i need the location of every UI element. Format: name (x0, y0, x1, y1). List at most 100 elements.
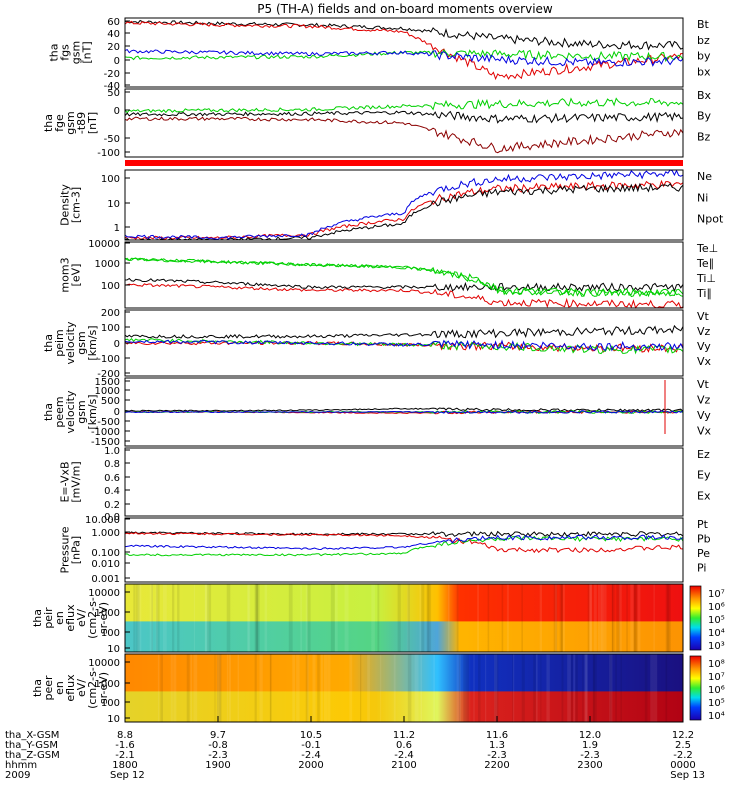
x-tick-label: -2.1 (115, 750, 135, 761)
spectrogram-streak (254, 654, 257, 722)
spectrogram-streak (420, 654, 422, 722)
spectrogram-streak (172, 584, 175, 652)
spectrogram-streak (609, 654, 613, 722)
spectrogram-streak (478, 654, 481, 722)
y-tick-label: 0.2 (104, 500, 120, 511)
spectrogram-streak (393, 654, 396, 722)
x-tick-label: 2200 (484, 760, 509, 771)
y-tick-label: 0.010 (91, 559, 120, 570)
spectrogram-streak (637, 584, 641, 652)
y-tick-label: 100 (101, 281, 120, 292)
spectrogram-streak (205, 584, 209, 652)
spectrogram-streak (426, 584, 430, 652)
spectrogram-streak (626, 584, 628, 652)
spectrogram-streak (133, 584, 136, 652)
legend-entry: Ni (697, 191, 708, 204)
series-line-vt (124, 407, 684, 413)
legend-entry: Bx (697, 89, 712, 102)
spectrogram-streak (190, 654, 193, 722)
spectrogram-streak (219, 654, 222, 722)
spectrogram-streak (419, 584, 422, 652)
y-axis-label: peem (53, 396, 66, 427)
x-tick-label: -2.2 (673, 750, 693, 761)
x-row-label: tha_Z-GSM (5, 750, 60, 761)
y-tick-label: 0 (114, 56, 120, 67)
y-tick-label: 10000 (88, 239, 120, 250)
spectrogram-streak (321, 654, 323, 722)
spectrogram-streak (554, 584, 557, 652)
y-tick-label: -100 (97, 148, 120, 159)
legend-entry: By (697, 110, 712, 123)
spectrogram-streak (433, 654, 435, 722)
x-row-label: 2009 (5, 770, 30, 781)
y-tick-label: 500 (101, 396, 120, 407)
spectrogram-streak (521, 654, 525, 722)
legend-entry: Vx (697, 425, 712, 438)
spectrogram-streak (371, 584, 375, 652)
panel-frame (124, 309, 684, 377)
y-tick-label: 60 (107, 17, 120, 28)
spectrogram-streak (487, 584, 490, 652)
y-axis-label: eflux (64, 674, 77, 702)
x-tick-label: -1.6 (115, 740, 135, 751)
series-line-ti∥ (124, 257, 684, 298)
spectrogram-streak (216, 654, 221, 722)
spectrogram-streak (644, 654, 648, 722)
series-line-ni (124, 182, 684, 241)
x-tick-label: 1900 (205, 760, 230, 771)
spectrogram-streak (602, 584, 607, 652)
spectrogram-streak (349, 654, 353, 722)
y-tick-label: 50 (107, 88, 120, 99)
spectrogram-streak (255, 584, 259, 652)
y-axis-label: tha (31, 679, 44, 697)
spectrogram-streak (149, 584, 153, 652)
y-tick-label: 1.0 (104, 446, 120, 457)
spectrogram-streak (380, 654, 382, 722)
spectrogram-streak (573, 654, 576, 722)
spectrogram-streak (360, 654, 362, 722)
y-tick-label: -50 (104, 134, 120, 145)
spectrogram-streak (344, 584, 349, 652)
x-row-label: hhmm (5, 760, 37, 771)
y-tick-label: 0.8 (104, 459, 120, 470)
spectrogram-streak (156, 584, 160, 652)
y-axis-label: [eV] (70, 264, 83, 287)
x-tick-label: 2000 (298, 760, 323, 771)
series-line-vx (124, 339, 684, 352)
colorbar-label: 10⁶ (708, 685, 725, 696)
spectrogram-streak (536, 654, 538, 722)
y-axis-label: tha (42, 114, 55, 132)
y-tick-label: 1000 (95, 679, 120, 690)
y-tick-label: 0 (114, 407, 120, 418)
legend-entry: bz (697, 34, 710, 47)
x-tick-label: -2.3 (487, 750, 507, 761)
spectrogram-streak (513, 654, 515, 722)
x-tick-label: 11.6 (486, 730, 508, 741)
separator-bar (125, 160, 683, 166)
panel-frame (124, 447, 684, 517)
legend-entry: Vy (697, 409, 711, 422)
y-axis-label: peer (42, 675, 55, 701)
panel-frame (124, 377, 684, 447)
legend-entry: Ez (697, 448, 710, 461)
panel-frame (124, 17, 684, 88)
spectrogram-streak (585, 654, 588, 722)
colorbar (689, 585, 702, 651)
x-tick-label: 1.9 (582, 740, 598, 751)
panel-frame (124, 88, 684, 158)
x-tick-label: -2.3 (208, 750, 228, 761)
spectrogram-streak (533, 654, 536, 722)
y-axis-label: Pressure (59, 526, 72, 573)
spectrogram-streak (330, 584, 335, 652)
y-axis-label: tha (48, 43, 61, 61)
x-tick-label: 0000 (670, 760, 695, 771)
x-tick-label: -0.1 (301, 740, 321, 751)
panel-frame (124, 169, 684, 241)
y-axis-label: -t89 (75, 112, 88, 134)
x-tick-label: 12.0 (579, 730, 601, 741)
spectrogram-streak (618, 584, 622, 652)
spectrogram-streak (414, 654, 419, 722)
y-tick-label: 100 (101, 323, 120, 334)
y-axis-label: gsm (70, 41, 83, 64)
legend-entry: Bz (697, 130, 711, 143)
